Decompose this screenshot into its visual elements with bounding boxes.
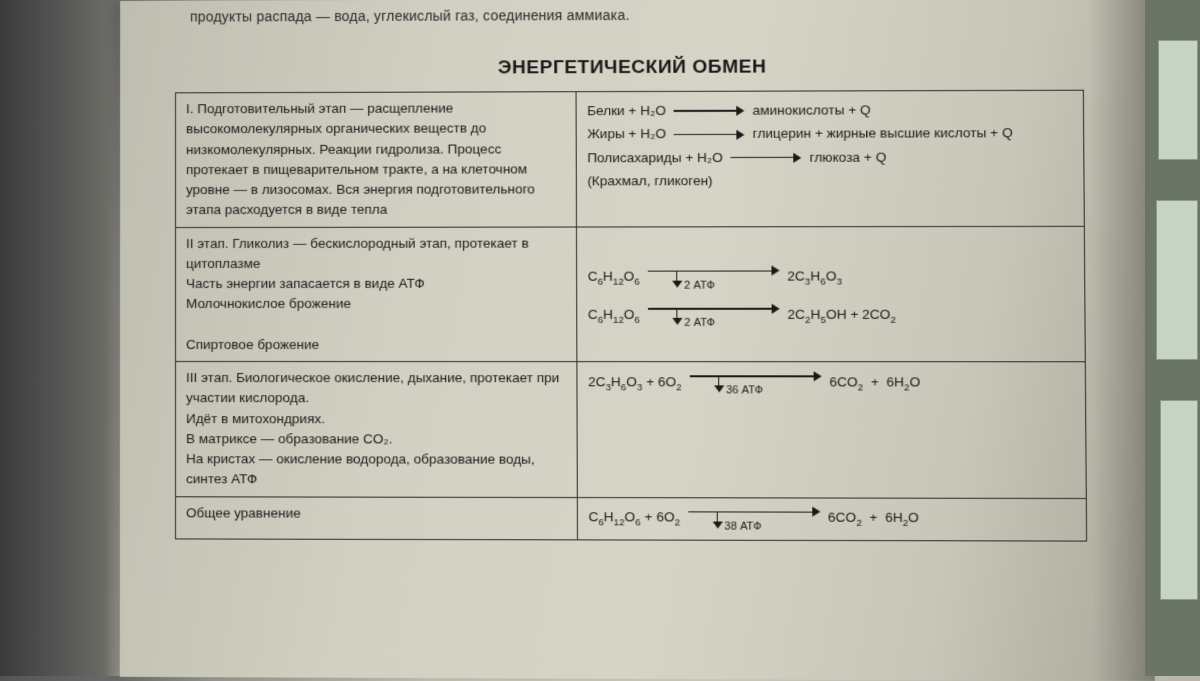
stage-3-equations: 2C3H6O3 + 6O2 36 АТФ 6CO2 + 6H2O: [577, 362, 1086, 498]
eq-rhs: аминокислоты + Q: [752, 102, 870, 117]
atp-label: 2 АТФ: [684, 315, 715, 332]
arrow-atp-icon: 36 АТФ: [689, 371, 821, 393]
equation: Белки + H₂O аминокислоты + Q: [587, 100, 1073, 122]
eq-lhs: Белки + H₂O: [587, 103, 666, 118]
overall-equation-label: Общее уравнение: [176, 496, 578, 540]
table-row: I. Подготовительный этап — расщепление в…: [176, 90, 1085, 227]
arrow-icon: [731, 153, 802, 163]
table-title: ЭНЕРГЕТИЧЕСКИЙ ОБМЕН: [120, 55, 1150, 80]
eq-rhs: 6CO2 + 6H2O: [828, 510, 919, 525]
arrow-atp-icon: 2 АТФ: [648, 266, 780, 288]
atp-label: 2 АТФ: [684, 277, 715, 294]
eq-rhs: глицерин + жирные высшие кислоты + Q: [753, 125, 1013, 141]
eq-lhs: C6H12O6 + 6O2: [588, 509, 680, 524]
equation: Жиры + H₂O глицерин + жирные высшие кисл…: [587, 123, 1073, 145]
energy-metabolism-table: I. Подготовительный этап — расщепление в…: [175, 90, 1087, 542]
stage-3-description: III этап. Биологическое окисление, дыхан…: [176, 362, 578, 498]
arrow-atp-icon: 2 АТФ: [648, 304, 780, 326]
equation: C6H12O6 + 6O2 38 АТФ 6CO2 + 6H2O: [588, 507, 1075, 532]
equation: Полисахариды + H₂O глюкоза + Q: [587, 147, 1073, 168]
header-fragment: продукты распада — вода, углекислый газ,…: [190, 7, 630, 25]
equation: C6H12O6 2 АТФ 2C3H6O3: [588, 266, 1074, 290]
background-papers: [1145, 0, 1200, 676]
stage-1-description: I. Подготовительный этап — расщепление в…: [176, 92, 577, 227]
eq-lhs: C6H12O6: [588, 269, 640, 284]
atp-label: 36 АТФ: [726, 382, 763, 399]
textbook-page: продукты распада — вода, углекислый газ,…: [120, 0, 1155, 681]
equation: 2C3H6O3 + 6O2 36 АТФ 6CO2 + 6H2O: [588, 371, 1075, 395]
equation: C6H12O6 2 АТФ 2C2H5OH + 2CO2: [588, 304, 1075, 328]
eq-rhs: 2C2H5OH + 2CO2: [787, 307, 896, 322]
eq-lhs: Жиры + H₂O: [587, 126, 666, 141]
eq-lhs: Полисахариды + H₂O: [587, 149, 723, 164]
eq-rhs: 6CO2 + 6H2O: [829, 374, 920, 389]
eq-lhs: 2C3H6O3 + 6O2: [588, 374, 682, 389]
arrow-icon: [674, 130, 745, 140]
table-row: III этап. Биологическое окисление, дыхан…: [176, 362, 1087, 498]
table-row: Общее уравнение C6H12O6 + 6O2 38 АТФ 6CO…: [176, 496, 1087, 541]
table-row: II этап. Гликолиз — бескислородный этап,…: [176, 226, 1086, 362]
eq-rhs: 2C3H6O3: [787, 269, 842, 284]
stage-1-equations: Белки + H₂O аминокислоты + Q Жиры + H₂O …: [576, 90, 1084, 226]
eq-rhs: глюкоза + Q: [810, 149, 887, 164]
overall-equation: C6H12O6 + 6O2 38 АТФ 6CO2 + 6H2O: [578, 497, 1087, 541]
stage-2-description: II этап. Гликолиз — бескислородный этап,…: [176, 227, 578, 362]
atp-label: 38 АТФ: [724, 518, 761, 535]
equation-note: (Крахмал, гликоген): [587, 170, 1073, 191]
arrow-icon: [674, 106, 745, 116]
book-spine: [0, 0, 130, 676]
stage-2-equations: C6H12O6 2 АТФ 2C3H6O3 C6H12O6 2 АТФ: [577, 226, 1085, 362]
arrow-atp-icon: 38 АТФ: [688, 507, 820, 530]
eq-lhs: C6H12O6: [588, 307, 640, 322]
